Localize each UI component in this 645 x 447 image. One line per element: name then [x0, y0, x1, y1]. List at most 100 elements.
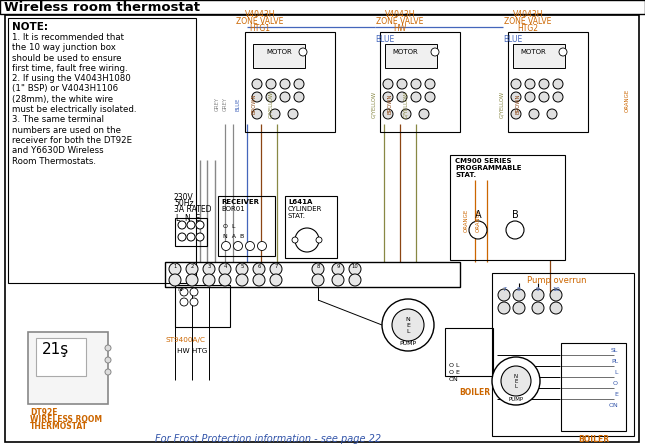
Text: numbers are used on the: numbers are used on the — [12, 126, 121, 135]
Circle shape — [236, 263, 248, 275]
Circle shape — [529, 109, 539, 119]
Text: L641A: L641A — [288, 199, 312, 205]
Text: WIRELESS ROOM: WIRELESS ROOM — [30, 415, 102, 424]
Circle shape — [506, 221, 524, 239]
Text: STAT.: STAT. — [455, 172, 476, 178]
Circle shape — [547, 109, 557, 119]
Circle shape — [270, 263, 282, 275]
Circle shape — [203, 274, 215, 286]
Circle shape — [295, 228, 319, 252]
Text: HTG2: HTG2 — [517, 24, 539, 33]
Text: 3: 3 — [208, 263, 211, 269]
Circle shape — [513, 289, 525, 301]
Text: G/YELLOW: G/YELLOW — [268, 90, 273, 118]
Text: 8: 8 — [517, 287, 521, 292]
Text: V4043H: V4043H — [385, 10, 415, 19]
Circle shape — [178, 233, 186, 241]
Text: L: L — [615, 370, 618, 375]
Circle shape — [349, 274, 361, 286]
Text: L: L — [406, 329, 410, 334]
Text: 5: 5 — [241, 263, 244, 269]
Circle shape — [266, 92, 276, 102]
Circle shape — [270, 109, 280, 119]
Circle shape — [392, 309, 424, 341]
Bar — [0, 0, 645, 14]
Circle shape — [382, 299, 434, 351]
Circle shape — [257, 241, 266, 250]
Text: 9: 9 — [336, 263, 340, 269]
Circle shape — [539, 92, 549, 102]
Circle shape — [312, 274, 324, 286]
Circle shape — [294, 92, 304, 102]
Text: 50Hz: 50Hz — [174, 199, 194, 208]
Text: CM900 SERIES: CM900 SERIES — [455, 158, 511, 164]
Text: and Y6630D Wireless: and Y6630D Wireless — [12, 146, 104, 155]
Circle shape — [280, 92, 290, 102]
Circle shape — [186, 274, 198, 286]
Circle shape — [553, 92, 563, 102]
Circle shape — [511, 79, 521, 89]
Text: O L: O L — [449, 363, 459, 368]
Circle shape — [553, 79, 563, 89]
Text: B: B — [512, 210, 519, 220]
Text: O E: O E — [449, 370, 460, 375]
Text: L: L — [515, 384, 517, 389]
Text: BOILER: BOILER — [459, 388, 490, 397]
Text: 7: 7 — [274, 263, 278, 269]
Text: O  L: O L — [223, 224, 235, 229]
Circle shape — [203, 263, 215, 275]
Text: G/YELLOW: G/YELLOW — [371, 90, 376, 118]
Circle shape — [180, 298, 188, 306]
Circle shape — [169, 263, 181, 275]
Circle shape — [219, 274, 231, 286]
Circle shape — [492, 357, 540, 405]
Circle shape — [288, 109, 298, 119]
Circle shape — [383, 92, 393, 102]
Circle shape — [469, 221, 487, 239]
Text: A: A — [475, 210, 482, 220]
Circle shape — [196, 221, 204, 229]
Text: L  N  E: L N E — [176, 214, 200, 223]
Text: 9: 9 — [536, 287, 540, 292]
Text: O: O — [613, 381, 618, 386]
Text: PROGRAMMABLE: PROGRAMMABLE — [455, 165, 522, 171]
Text: PL: PL — [611, 359, 618, 364]
Circle shape — [252, 109, 262, 119]
Bar — [8, 18, 196, 283]
Text: first time, fault free wiring.: first time, fault free wiring. — [12, 64, 128, 73]
Circle shape — [349, 263, 361, 275]
Bar — [245, 32, 335, 132]
Text: receiver for both the DT92E: receiver for both the DT92E — [12, 136, 132, 145]
Text: 230V: 230V — [174, 193, 194, 202]
Circle shape — [219, 263, 231, 275]
Circle shape — [252, 92, 262, 102]
Text: HW: HW — [393, 24, 406, 33]
Text: GREY: GREY — [223, 97, 228, 111]
Text: N: N — [406, 317, 410, 322]
Circle shape — [316, 237, 322, 243]
Text: ORANGE: ORANGE — [625, 89, 630, 112]
Text: 1. It is recommended that: 1. It is recommended that — [12, 33, 124, 42]
Text: ON: ON — [449, 377, 459, 382]
Text: 3. The same terminal: 3. The same terminal — [12, 115, 104, 124]
Text: BOR01: BOR01 — [221, 206, 244, 212]
Bar — [450, 155, 565, 260]
Text: 2: 2 — [190, 263, 193, 269]
Text: (28mm), the white wire: (28mm), the white wire — [12, 95, 113, 104]
Text: BLUE: BLUE — [375, 35, 394, 44]
Bar — [175, 218, 207, 246]
Text: 8: 8 — [316, 263, 320, 269]
Bar — [508, 32, 588, 132]
Text: ON: ON — [608, 403, 618, 408]
Text: V4043H: V4043H — [513, 10, 543, 19]
Circle shape — [559, 48, 567, 56]
Circle shape — [525, 92, 535, 102]
Circle shape — [425, 92, 435, 102]
Text: E: E — [614, 392, 618, 397]
Text: BLUE: BLUE — [236, 97, 241, 111]
Text: V4043H: V4043H — [244, 10, 275, 19]
Text: G/YELLOW: G/YELLOW — [499, 90, 504, 118]
Circle shape — [419, 109, 429, 119]
Text: CYLINDER: CYLINDER — [288, 206, 322, 212]
Text: ZONE VALVE: ZONE VALVE — [376, 17, 424, 26]
